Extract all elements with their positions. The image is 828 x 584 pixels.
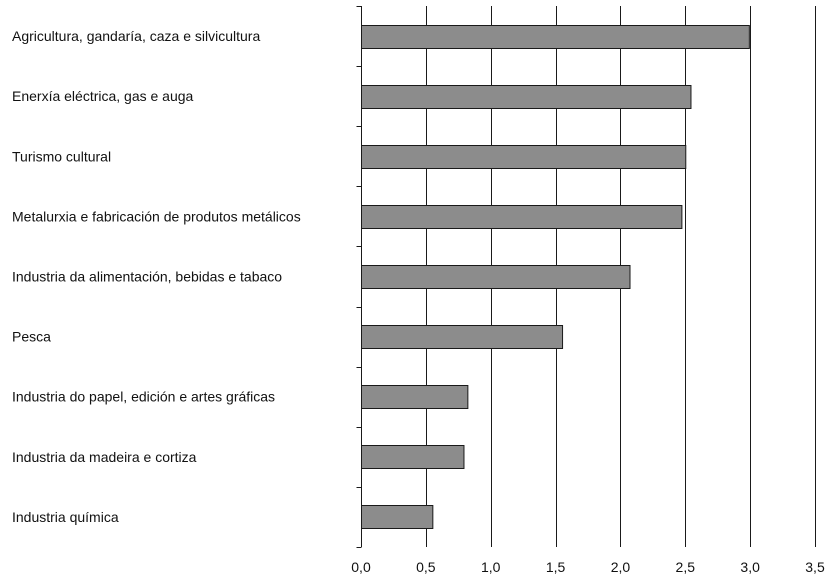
category-label: Enerxía eléctrica, gas e auga [12, 88, 194, 104]
category-label: Agricultura, gandaría, caza e silvicultu… [12, 28, 260, 44]
x-tick-label: 1,0 [481, 559, 501, 575]
category-label: Industria da alimentación, bebidas e tab… [12, 269, 282, 285]
x-tick-label: 0,0 [351, 559, 371, 575]
category-label: Industria da madeira e cortiza [12, 449, 197, 465]
x-tick-label: 2,5 [676, 559, 696, 575]
category-label: Industria química [12, 509, 119, 525]
category-label: Turismo cultural [12, 148, 111, 164]
bar [361, 385, 469, 409]
bar [361, 25, 750, 49]
x-tick-label: 2,0 [611, 559, 631, 575]
x-tick-label: 0,5 [416, 559, 436, 575]
bar [361, 505, 434, 529]
bar [361, 445, 465, 469]
category-labels: Agricultura, gandaría, caza e silvicultu… [12, 28, 301, 525]
x-tick-label: 1,5 [546, 559, 566, 575]
bar [361, 325, 564, 349]
bars [361, 25, 750, 529]
x-tick-label: 3,0 [740, 559, 760, 575]
axis [356, 6, 362, 548]
category-label: Industria do papel, edición e artes gráf… [12, 389, 275, 405]
bar [361, 145, 687, 169]
x-tick-labels: 0,0 0,5 1,0 1,5 2,0 2,5 3,0 3,5 [351, 559, 825, 575]
bar [361, 265, 631, 289]
x-tick-label: 3,5 [805, 559, 825, 575]
category-label: Metalurxia e fabricación de produtos met… [12, 208, 301, 224]
bar [361, 85, 692, 109]
bar [361, 205, 683, 229]
category-label: Pesca [12, 329, 51, 345]
